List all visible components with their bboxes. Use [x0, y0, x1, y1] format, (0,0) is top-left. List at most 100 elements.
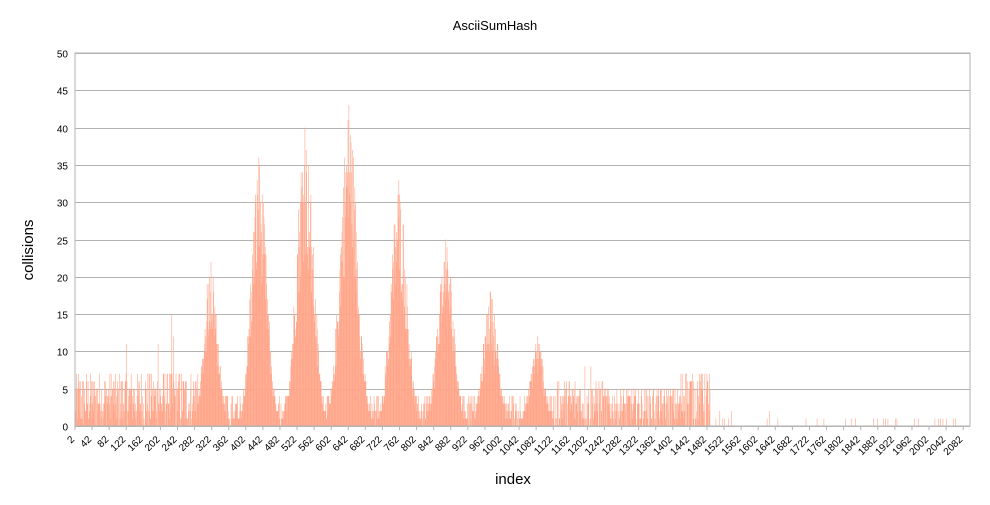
- bar: [228, 418, 229, 426]
- bar: [133, 403, 135, 426]
- bar: [440, 284, 441, 426]
- bar: [422, 411, 424, 426]
- bar: [241, 418, 242, 426]
- bar: [491, 299, 493, 426]
- bar: [681, 373, 683, 426]
- bar: [209, 321, 211, 426]
- bars: [75, 105, 956, 427]
- bar: [570, 411, 571, 426]
- bar: [403, 224, 404, 426]
- bar: [604, 388, 605, 426]
- bar: [673, 388, 674, 426]
- bar: [333, 366, 334, 426]
- bar: [614, 403, 616, 426]
- bar: [459, 396, 461, 426]
- bar: [573, 396, 574, 426]
- bar: [138, 396, 139, 426]
- bar: [448, 314, 450, 426]
- bar: [238, 418, 240, 426]
- bar: [548, 411, 549, 426]
- bar: [515, 403, 517, 426]
- x-tick-label: 522: [280, 434, 300, 454]
- bar: [105, 381, 106, 426]
- bar: [322, 396, 324, 426]
- bar: [640, 418, 642, 426]
- bar: [130, 388, 132, 426]
- bar: [330, 403, 331, 426]
- y-tick-label: 50: [57, 50, 69, 61]
- bar: [634, 396, 635, 426]
- bar: [472, 411, 473, 426]
- bar: [572, 388, 574, 426]
- bar: [526, 396, 528, 426]
- bar: [272, 381, 273, 426]
- bar: [696, 411, 698, 426]
- bar: [664, 396, 666, 426]
- bar: [582, 403, 583, 426]
- bar: [214, 314, 216, 426]
- bar: [97, 411, 99, 426]
- bar: [673, 418, 675, 426]
- bar: [199, 396, 201, 426]
- bar: [307, 246, 308, 426]
- bar: [456, 388, 458, 426]
- bar: [287, 396, 289, 426]
- bar: [442, 291, 444, 426]
- bar: [219, 373, 220, 426]
- bar: [678, 411, 679, 426]
- bar: [636, 418, 638, 426]
- bar: [887, 418, 889, 426]
- bar: [119, 418, 121, 426]
- bar: [695, 418, 697, 426]
- bar: [145, 381, 146, 426]
- bar: [622, 403, 624, 426]
- bar: [655, 403, 657, 426]
- bar: [694, 388, 696, 426]
- bar: [382, 396, 383, 426]
- bar: [349, 202, 351, 426]
- bar: [217, 343, 218, 426]
- bar: [425, 396, 427, 426]
- bar: [430, 403, 432, 426]
- bar: [101, 418, 102, 426]
- bar: [194, 411, 195, 426]
- bar: [610, 418, 612, 426]
- bar: [845, 418, 846, 426]
- bar: [374, 411, 376, 426]
- bar: [300, 276, 301, 426]
- bar: [546, 396, 547, 426]
- bar: [505, 411, 507, 426]
- bar: [318, 351, 319, 426]
- bar: [571, 388, 573, 426]
- bar: [488, 343, 490, 426]
- bar: [195, 411, 196, 426]
- bar: [946, 418, 947, 426]
- bar: [592, 388, 593, 426]
- bar: [521, 418, 523, 426]
- bar: [194, 396, 196, 426]
- bar: [180, 418, 182, 426]
- bar: [337, 321, 339, 426]
- bar: [319, 373, 320, 426]
- bar: [491, 299, 492, 426]
- bar: [220, 366, 221, 426]
- bar: [558, 418, 560, 426]
- bar: [115, 403, 117, 426]
- bar: [376, 418, 378, 426]
- bar: [311, 291, 313, 426]
- bar: [444, 261, 445, 426]
- bar: [692, 373, 693, 426]
- bar: [92, 403, 93, 426]
- bar: [662, 418, 663, 426]
- bar: [579, 411, 581, 426]
- bar: [480, 388, 482, 426]
- bar: [459, 396, 461, 426]
- bar: [449, 306, 451, 426]
- bar: [413, 388, 415, 426]
- bar: [317, 343, 319, 426]
- bar: [197, 403, 199, 426]
- bar: [241, 411, 243, 426]
- bar: [236, 403, 237, 426]
- bar: [433, 373, 434, 426]
- x-tick-label: 642: [331, 434, 351, 454]
